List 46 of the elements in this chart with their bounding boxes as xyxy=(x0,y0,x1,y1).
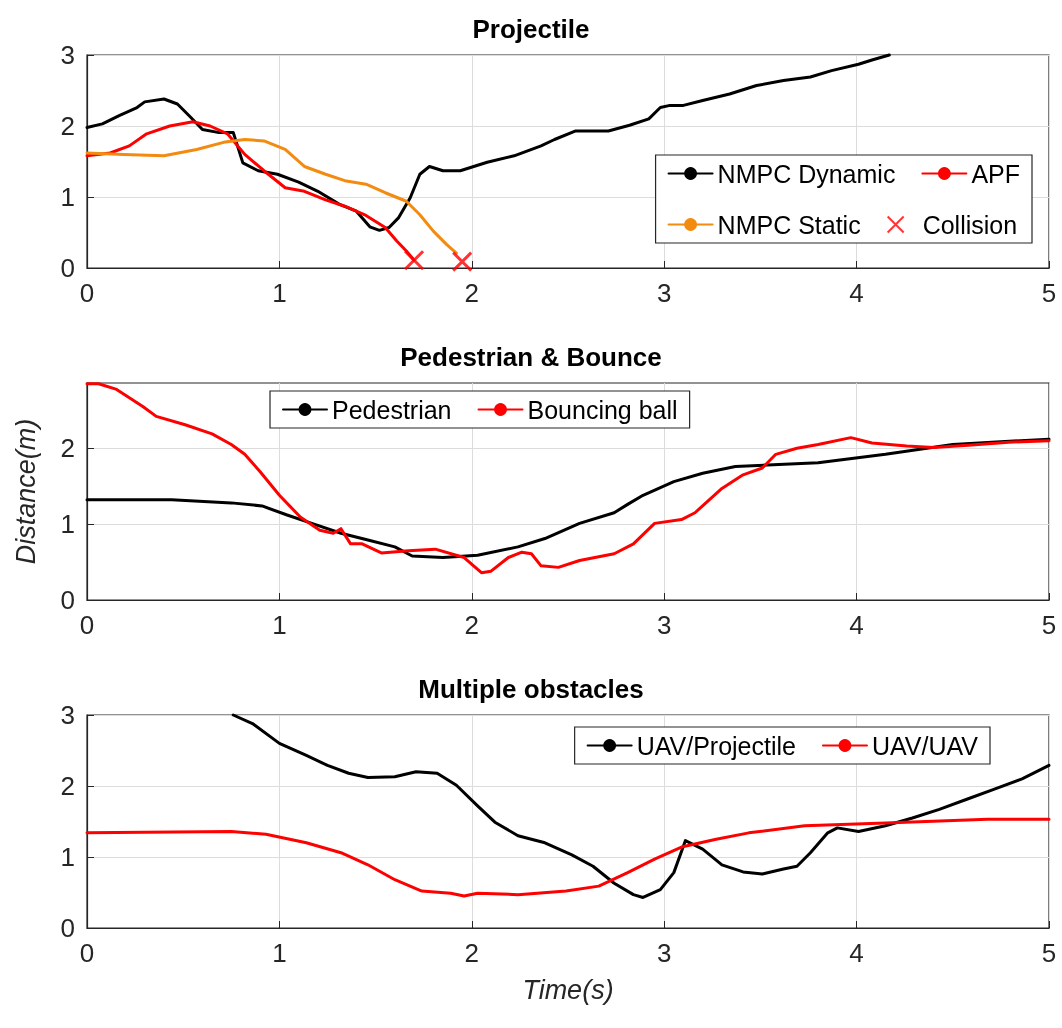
x-tick-label: 2 xyxy=(464,938,480,968)
y-tick-label: 2 xyxy=(60,771,75,801)
x-tick-label: 4 xyxy=(849,938,864,968)
y-tick-label: 0 xyxy=(60,253,75,283)
y-tick-label: 1 xyxy=(60,509,75,540)
y-tick-label: 1 xyxy=(60,842,75,872)
chart-title: Multiple obstacles xyxy=(418,674,644,704)
y-axis-title: Distance(m) xyxy=(10,418,41,565)
line-series xyxy=(231,713,1051,899)
x-tick-label: 3 xyxy=(656,278,672,308)
legend-label: UAV/Projectile xyxy=(636,731,796,760)
y-tick-label: 2 xyxy=(60,433,75,464)
x-tick-label: 3 xyxy=(656,938,672,968)
y-tick-label: 3 xyxy=(60,40,75,70)
legend-label: APF xyxy=(971,159,1020,188)
x-axis-title: Time(s) xyxy=(522,974,614,1005)
line-series xyxy=(85,137,458,255)
x-tick-label: 0 xyxy=(79,278,95,308)
x-tick-label: 1 xyxy=(272,610,287,640)
legend-label: Bouncing ball xyxy=(527,395,678,424)
legend-label: Collision xyxy=(922,210,1018,239)
line-series xyxy=(85,817,1051,898)
y-tick-label: 1 xyxy=(60,182,75,212)
x-tick-label: 3 xyxy=(656,610,672,640)
y-tick-label: 0 xyxy=(60,913,75,943)
x-tick-label: 0 xyxy=(79,938,95,968)
x-tick-label: 5 xyxy=(1041,278,1057,308)
line-series xyxy=(85,382,1051,575)
legend-label: NMPC Dynamic xyxy=(717,159,896,188)
chart-title: Pedestrian & Bounce xyxy=(400,342,662,372)
y-tick-label: 3 xyxy=(60,700,75,730)
x-tick-label: 2 xyxy=(464,610,480,640)
chart-title: Projectile xyxy=(472,14,590,44)
x-tick-label: 5 xyxy=(1041,938,1057,968)
legend-label: UAV/UAV xyxy=(871,731,979,760)
x-tick-label: 0 xyxy=(79,610,95,640)
y-tick-label: 0 xyxy=(60,585,75,615)
x-tick-label: 1 xyxy=(272,938,287,968)
y-tick-label: 2 xyxy=(60,111,75,141)
x-tick-label: 1 xyxy=(272,278,287,308)
x-tick-label: 2 xyxy=(464,278,480,308)
x-tick-label: 5 xyxy=(1041,610,1057,640)
legend-label: NMPC Static xyxy=(717,210,861,239)
x-tick-label: 4 xyxy=(849,278,864,308)
legend-label: Pedestrian xyxy=(332,395,452,424)
x-tick-label: 4 xyxy=(849,610,864,640)
